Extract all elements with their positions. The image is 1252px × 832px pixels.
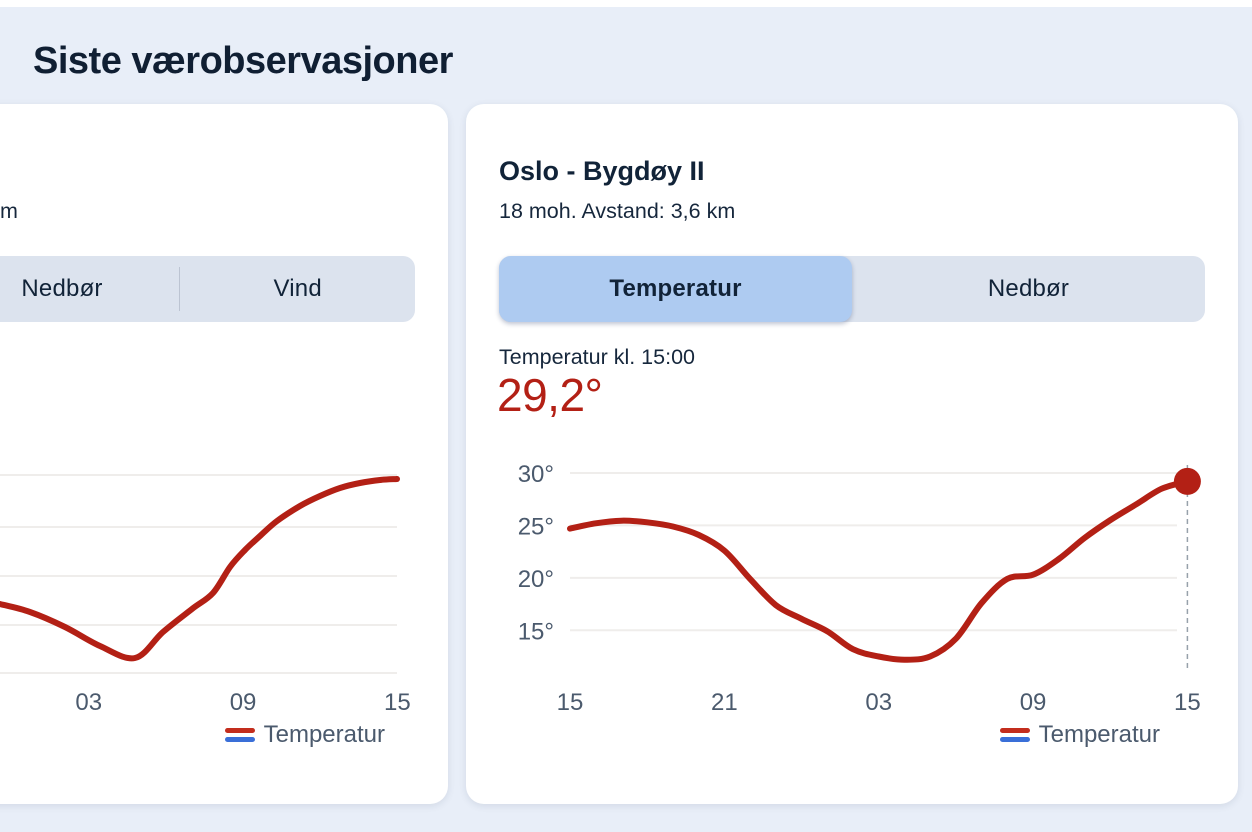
temperature-chart-right-svg: 30° 25° 20° 15° 15 21 03 09 15 bbox=[518, 461, 1201, 716]
station-card-left: m Nedbør Vind 03 09 15 Temperatur bbox=[0, 104, 448, 804]
temperature-chart-right: 30° 25° 20° 15° 15 21 03 09 15 Temperatur bbox=[466, 441, 1238, 761]
station-card-oslo-bygdoy: Oslo - Bygdøy II 18 moh. Avstand: 3,6 km… bbox=[466, 104, 1238, 804]
temperature-legend-icon bbox=[999, 728, 1030, 742]
tab-divider bbox=[179, 267, 181, 311]
svg-text:15: 15 bbox=[384, 689, 411, 716]
station-meta-fragment: m bbox=[0, 199, 18, 223]
svg-text:15: 15 bbox=[1174, 689, 1201, 716]
svg-text:21: 21 bbox=[711, 689, 738, 716]
top-edge-strip bbox=[0, 0, 1252, 7]
page-title: Siste værobservasjoner bbox=[33, 40, 453, 82]
svg-text:30°: 30° bbox=[518, 461, 554, 488]
temperature-chart-left: 03 09 15 Temperatur bbox=[0, 441, 448, 761]
svg-text:03: 03 bbox=[75, 689, 102, 716]
svg-text:15°: 15° bbox=[518, 618, 554, 645]
svg-text:09: 09 bbox=[230, 689, 257, 716]
svg-text:09: 09 bbox=[1020, 689, 1047, 716]
svg-text:20°: 20° bbox=[518, 566, 554, 593]
reading-label: Temperatur kl. 15:00 bbox=[499, 345, 695, 369]
station-name: Oslo - Bygdøy II bbox=[499, 156, 705, 186]
tab-nedbor-left[interactable]: Nedbør bbox=[21, 275, 103, 302]
temperature-chart-left-svg: 03 09 15 bbox=[0, 474, 411, 716]
tab-nedbor-right[interactable]: Nedbør bbox=[987, 275, 1070, 302]
chart-tabbar-right: Temperatur Nedbør bbox=[499, 256, 1205, 322]
svg-text:15: 15 bbox=[557, 689, 584, 716]
tab-vind-left[interactable]: Vind bbox=[273, 275, 322, 302]
chart-legend-left: Temperatur bbox=[224, 721, 385, 749]
reading-value: 29,2° bbox=[497, 369, 603, 421]
legend-label: Temperatur bbox=[263, 721, 385, 748]
temperature-legend-icon bbox=[224, 728, 255, 742]
chart-legend-right: Temperatur bbox=[999, 721, 1160, 749]
tab-temperatur-right[interactable]: Temperatur bbox=[499, 256, 852, 322]
legend-label: Temperatur bbox=[1038, 721, 1160, 748]
station-meta: 18 moh. Avstand: 3,6 km bbox=[499, 199, 736, 223]
svg-text:03: 03 bbox=[865, 689, 892, 716]
svg-text:25°: 25° bbox=[518, 513, 554, 540]
chart-tabbar-left: Nedbør Vind bbox=[0, 256, 415, 322]
